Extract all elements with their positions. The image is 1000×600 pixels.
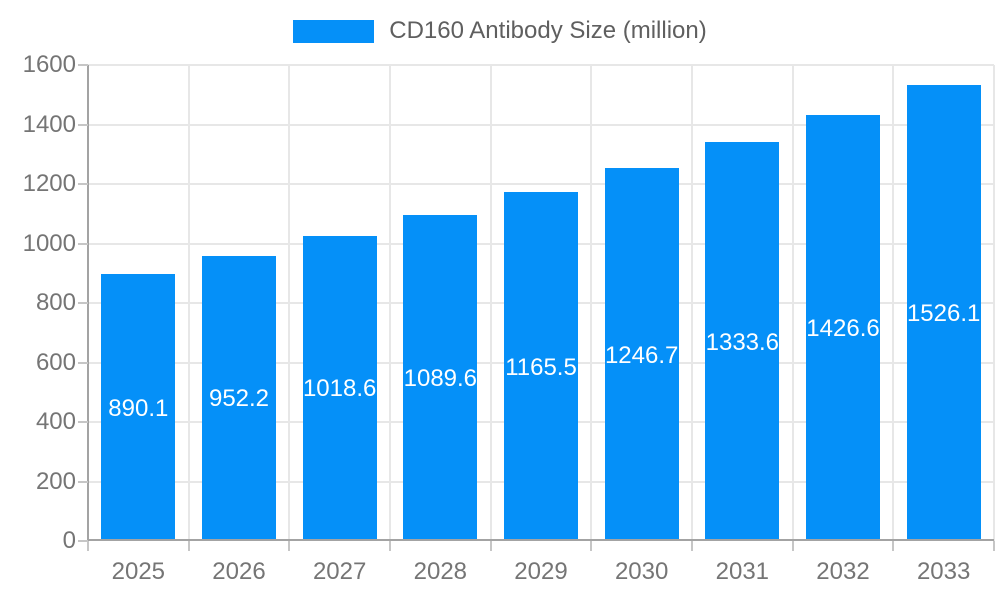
x-axis-label: 2028 — [413, 558, 468, 585]
bar-value-label: 1018.6 — [302, 375, 377, 403]
legend-label: CD160 Antibody Size (million) — [389, 17, 707, 44]
grid-line-horizontal — [88, 64, 994, 66]
y-tick — [78, 421, 88, 423]
grid-line-vertical — [188, 65, 190, 541]
x-axis-label: 2030 — [614, 558, 669, 585]
x-axis-label: 2025 — [111, 558, 166, 585]
grid-line-horizontal — [88, 183, 994, 185]
bar-value-label: 1246.7 — [604, 341, 679, 369]
x-axis-label: 2032 — [816, 558, 870, 585]
x-tick — [490, 541, 492, 551]
bar[interactable] — [202, 255, 276, 539]
grid-line-horizontal — [88, 123, 994, 126]
y-axis-label: 1400 — [22, 110, 76, 138]
x-tick — [590, 541, 592, 551]
y-axis-label: 800 — [35, 289, 76, 316]
grid-line-vertical — [993, 65, 995, 541]
y-axis-label: 600 — [35, 348, 76, 376]
grid-line-vertical — [792, 65, 794, 541]
y-axis-label: 1000 — [22, 229, 76, 257]
y-tick — [78, 540, 88, 542]
bar[interactable] — [101, 274, 176, 539]
x-axis-label: 2033 — [916, 558, 971, 585]
grid-line-vertical — [691, 65, 693, 541]
bar-value-label: 1426.6 — [806, 314, 880, 342]
y-tick — [78, 123, 88, 126]
bar-value-label: 1089.6 — [403, 364, 478, 392]
grid-line-vertical — [590, 65, 592, 541]
x-axis-line — [87, 539, 994, 541]
bar[interactable] — [504, 192, 578, 539]
y-axis-label: 200 — [35, 467, 76, 495]
bar-value-label: 890.1 — [108, 394, 169, 422]
x-tick — [792, 541, 794, 551]
x-axis-label: 2026 — [212, 558, 266, 585]
x-axis-label: 2029 — [514, 558, 568, 585]
x-axis-label: 2027 — [312, 558, 367, 585]
bar[interactable] — [806, 114, 880, 539]
x-tick — [993, 541, 995, 551]
grid-line-vertical — [490, 65, 492, 541]
bar-value-label: 1333.6 — [705, 328, 780, 356]
bar[interactable] — [302, 235, 377, 539]
y-axis-label: 1600 — [22, 51, 76, 78]
bar[interactable] — [403, 214, 478, 539]
bar[interactable] — [906, 85, 981, 539]
y-axis-label: 0 — [62, 527, 76, 554]
y-tick — [78, 361, 88, 364]
bar-value-label: 1165.5 — [505, 353, 577, 381]
y-tick — [78, 183, 88, 185]
x-tick — [288, 541, 290, 551]
bar-value-label: 952.2 — [208, 385, 270, 413]
x-tick — [691, 541, 693, 551]
plot-area: 890.1 952.2 1018.6 1089.6 1165.5 1246.7 1333.6… — [23, 52, 995, 585]
y-tick — [78, 64, 88, 66]
bar[interactable] — [705, 142, 780, 539]
bar[interactable] — [604, 168, 679, 539]
y-tick — [78, 242, 88, 245]
y-axis-label: 400 — [35, 408, 76, 435]
y-tick — [78, 302, 88, 304]
x-tick — [87, 541, 89, 551]
x-axis-label: 2031 — [715, 558, 770, 585]
bar-value-label: 1526.1 — [906, 299, 981, 327]
y-axis-line — [87, 65, 89, 541]
x-tick — [188, 541, 190, 551]
x-tick — [892, 541, 894, 551]
grid-line-vertical — [892, 65, 894, 541]
x-tick — [389, 541, 391, 551]
y-tick — [78, 480, 88, 483]
y-axis-label: 1200 — [22, 170, 76, 197]
grid-line-vertical — [288, 65, 290, 541]
legend-swatch — [293, 19, 375, 43]
chart-legend: CD160 Antibody Size (million) — [0, 17, 1000, 45]
grid-line-vertical — [389, 65, 391, 541]
